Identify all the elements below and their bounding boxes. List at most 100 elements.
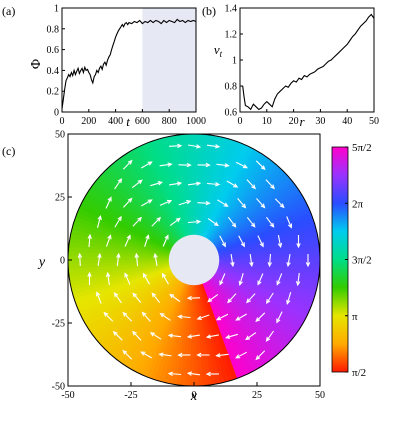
panel-c-color-wedge xyxy=(194,179,298,260)
panel-a-xtick-label: 400 xyxy=(108,116,123,127)
panel-c-color-wedge xyxy=(85,260,194,333)
panel-c-color-wedge xyxy=(194,190,306,260)
panel-c-arrow xyxy=(149,332,162,340)
panel-c-arrow xyxy=(132,330,142,341)
panel-c-inner-hole xyxy=(168,234,220,286)
panel-c-color-wedge xyxy=(71,216,194,260)
panel-a-ytick-label: 0.2 xyxy=(47,87,60,98)
panel-c-arrow xyxy=(112,330,123,341)
panel-c-color-wedge xyxy=(68,246,194,260)
panel-c-color-wedge xyxy=(82,260,194,330)
panel-c-colorbar-tick-label: π xyxy=(352,311,358,323)
panel-c-color-wedge xyxy=(194,163,284,260)
panel-c-arrow xyxy=(227,216,237,228)
panel-c-arrow xyxy=(227,293,237,304)
panel-c-arrow xyxy=(286,254,291,268)
panel-c-color-wedge xyxy=(194,143,255,260)
panel-c-color-wedge xyxy=(194,260,275,364)
panel-c-arrow xyxy=(95,291,102,304)
panel-c-color-wedge xyxy=(194,260,278,362)
panel-c-arrows xyxy=(77,143,311,377)
panel-c-ytick-label: -50 xyxy=(52,382,65,393)
panel-a: (a) 0 200 400 600 800 1000 0 0.2 0.4 0.6 0.8 1 t Φ xyxy=(2,4,206,130)
panel-c-arrow xyxy=(217,199,229,207)
panel-c-arrow xyxy=(167,333,182,338)
panel-c-color-wedge xyxy=(194,140,247,260)
panel-c-arrow xyxy=(238,235,245,248)
panel-c-colorbar-tick-label: 5π/2 xyxy=(352,142,372,154)
panel-c-arrow xyxy=(216,163,230,168)
panel-a-ytick-label: 0.4 xyxy=(47,66,60,77)
panel-c-ticks: -50 -25 0 25 50 50 25 0 -25 -50 xyxy=(52,130,325,402)
panel-c-color-wedge xyxy=(194,173,293,260)
panel-c-color-wedge xyxy=(84,188,194,260)
panel-c-color-wedge xyxy=(121,151,194,260)
panel-c-color-wedge xyxy=(194,260,304,332)
panel-c-arrow xyxy=(186,371,200,376)
panel-c-color-wedge xyxy=(194,136,234,260)
panel-c-color-wedge xyxy=(194,260,288,353)
panel-b-xtick-label: 0 xyxy=(238,116,243,127)
panel-c-arrow xyxy=(122,159,133,170)
panel-c-arrow xyxy=(219,273,226,286)
panel-c-color-wedge xyxy=(194,260,291,350)
panel-c-xtick-label: 0 xyxy=(192,390,197,401)
panel-c-arrow xyxy=(276,273,283,286)
panel-c-arrow xyxy=(114,215,122,228)
panel-c-arrow xyxy=(237,198,247,209)
panel-c-arrow xyxy=(197,200,211,206)
panel-a-axes-frame xyxy=(61,7,197,113)
panel-c-arrow xyxy=(177,314,191,319)
panel-c-arrow xyxy=(245,332,257,341)
panel-c-colorbar-ticks: 5π/2 2π 3π/2 π π/2 xyxy=(345,142,372,379)
panel-c-arrow xyxy=(265,216,275,228)
panel-c-color-wedge xyxy=(111,260,194,363)
panel-b-label: (b) xyxy=(202,4,216,18)
panel-c-colorbar-tick-label: 3π/2 xyxy=(352,255,372,267)
panel-c-arrow xyxy=(124,272,131,285)
panel-c-arrow xyxy=(219,235,226,248)
panel-c-arrow xyxy=(140,351,152,359)
panel-c-arrow xyxy=(124,234,131,247)
panel-c-arrow xyxy=(257,235,264,248)
panel-c-arrow xyxy=(267,253,272,268)
panel-a-xlabel: t xyxy=(126,114,130,129)
panel-c-xtick-label: 25 xyxy=(252,390,262,401)
panel-c-label: (c) xyxy=(2,144,15,158)
panel-c-arrow xyxy=(168,143,183,149)
panel-c-arrow xyxy=(151,216,162,227)
panel-c-color-wedge xyxy=(185,260,194,386)
panel-c-arrow xyxy=(158,352,172,357)
panel-c-arrow xyxy=(169,293,181,302)
panel-c-color-wedge xyxy=(86,184,194,260)
panel-c-color-wedge xyxy=(194,260,285,356)
panel-a-label: (a) xyxy=(2,4,15,18)
panel-c-arrow xyxy=(131,179,143,189)
panel-c-color-wedge xyxy=(68,237,194,260)
panel-c-color-wedge xyxy=(125,260,194,372)
panel-b-ytick-label: 0.8 xyxy=(225,82,238,93)
panel-c-arrow xyxy=(295,272,301,287)
panel-b-axes-frame xyxy=(239,7,375,113)
panel-c-color-wedge xyxy=(194,260,302,336)
panel-c-color-wedge xyxy=(118,260,194,368)
panel-c-color-wedge xyxy=(68,228,194,260)
panel-b-ticks: 0 10 20 30 40 50 0.6 0.8 1 1.2 1.4 xyxy=(225,4,380,128)
panel-c-color-wedge xyxy=(79,195,194,260)
panel-c-color-wedge xyxy=(194,260,309,325)
panel-c-arrow xyxy=(153,252,158,266)
panel-c-arrow xyxy=(113,292,122,304)
panel-c-color-wedge xyxy=(141,260,194,380)
panel-c-arrow xyxy=(246,216,256,228)
panel-b-series-line xyxy=(242,13,375,111)
panel-c-color-wedge xyxy=(194,169,290,260)
panel-c-color-wedge xyxy=(150,260,194,383)
panel-c-color-wedge xyxy=(101,260,194,354)
panel-c-color-wedge xyxy=(68,224,194,260)
panel-c-color-wedge xyxy=(194,260,312,317)
panel-b-ytick-label: 1.4 xyxy=(225,4,238,15)
panel-c-color-wedge xyxy=(103,164,194,260)
panel-c-arrow xyxy=(266,292,274,305)
panel-b-xtick-label: 30 xyxy=(315,116,325,127)
panel-c-arrow xyxy=(159,162,173,167)
